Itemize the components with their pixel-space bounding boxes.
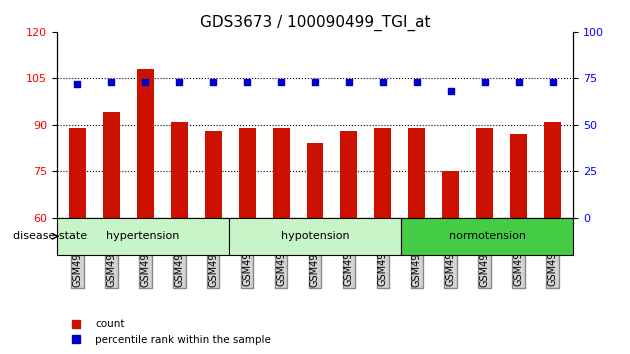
Bar — [476, 128, 493, 218]
Point — [378, 79, 388, 85]
FancyBboxPatch shape — [229, 218, 401, 255]
Point — [208, 79, 218, 85]
Point — [514, 79, 524, 85]
Point — [242, 79, 252, 85]
Title: GDS3673 / 100090499_TGI_at: GDS3673 / 100090499_TGI_at — [200, 14, 430, 30]
Bar — [273, 128, 290, 218]
Bar — [408, 128, 425, 218]
Bar — [442, 171, 459, 218]
Point — [480, 79, 490, 85]
Point — [174, 79, 184, 85]
Text: disease state: disease state — [13, 231, 87, 241]
Point — [310, 79, 320, 85]
Point — [548, 79, 558, 85]
Point — [106, 79, 116, 85]
Bar — [137, 69, 154, 218]
Bar — [69, 128, 86, 218]
Bar — [171, 122, 188, 218]
Bar — [510, 134, 527, 218]
Point — [140, 79, 150, 85]
Bar — [239, 128, 256, 218]
Bar — [103, 113, 120, 218]
Text: normotension: normotension — [449, 231, 525, 241]
Bar — [205, 131, 222, 218]
Point — [276, 79, 286, 85]
FancyBboxPatch shape — [57, 218, 229, 255]
Legend: count, percentile rank within the sample: count, percentile rank within the sample — [62, 315, 275, 349]
Text: hypotension: hypotension — [281, 231, 349, 241]
Point — [446, 88, 456, 94]
Bar — [374, 128, 391, 218]
Text: hypertension: hypertension — [106, 231, 180, 241]
Bar — [340, 131, 357, 218]
Bar — [307, 143, 323, 218]
FancyBboxPatch shape — [401, 218, 573, 255]
Bar — [544, 122, 561, 218]
Point — [344, 79, 354, 85]
Point — [72, 81, 82, 87]
Point — [412, 79, 422, 85]
